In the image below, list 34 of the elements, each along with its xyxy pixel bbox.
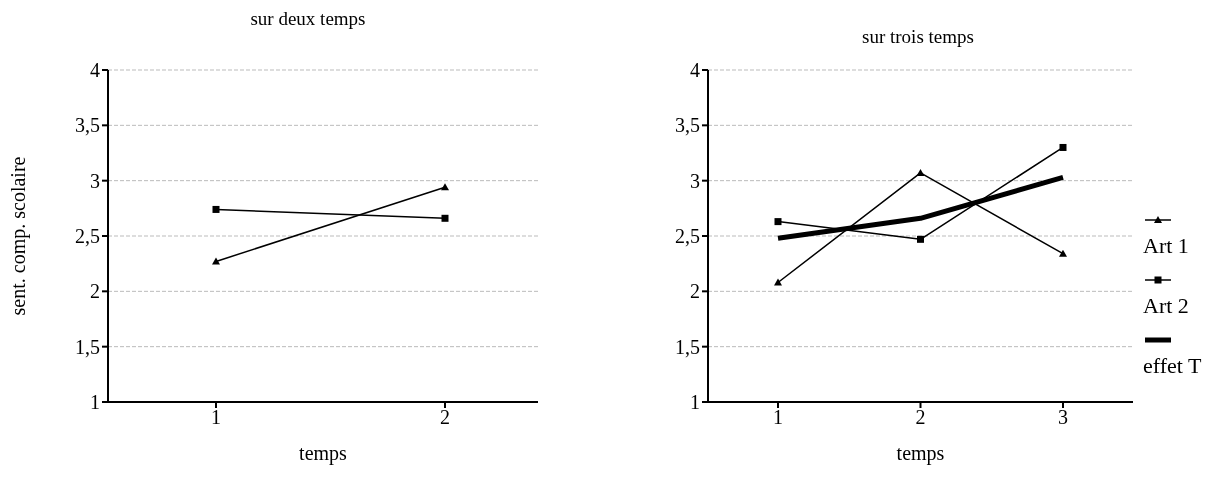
y-tick-label: 4 — [690, 59, 700, 82]
y-tick-label: 2 — [90, 280, 100, 303]
point — [916, 168, 925, 176]
y-tick-label: 3,5 — [675, 114, 700, 137]
x-tick-label: 2 — [440, 406, 450, 429]
x-axis-title: temps — [299, 442, 348, 465]
point — [1059, 143, 1067, 151]
x-axis-title: temps — [896, 442, 945, 465]
legend-label: Art 2 — [1143, 293, 1190, 319]
point — [917, 235, 924, 243]
point — [1059, 249, 1067, 257]
y-tick-label: 2,5 — [675, 225, 700, 248]
y-tick-label: 1,5 — [675, 335, 700, 358]
x-tick-label: 1 — [211, 406, 221, 429]
chart-title: sur trois temps — [862, 26, 974, 47]
y-tick-label: 2,5 — [75, 225, 100, 248]
legend-label: effet T — [1143, 353, 1202, 379]
y-tick-label: 3 — [90, 169, 100, 192]
y-tick-label: 3 — [690, 169, 700, 192]
x-tick-label: 2 — [915, 406, 926, 429]
y-tick-label: 1 — [90, 391, 100, 414]
y-tick-label: 2 — [690, 280, 700, 303]
point — [774, 218, 782, 226]
x-tick-label: 1 — [773, 406, 783, 429]
x-tick-label: 3 — [1058, 406, 1068, 429]
y-tick-label: 4 — [90, 59, 100, 82]
chart-title: sur deux temps — [250, 8, 366, 29]
y-axis-title: sent. comp. scolaire — [7, 156, 31, 316]
y-tick-label: 1,5 — [75, 335, 100, 358]
y-tick-label: 1 — [690, 391, 700, 414]
point — [212, 205, 220, 213]
legend-label: Art 1 — [1143, 233, 1190, 259]
point — [441, 214, 449, 222]
y-tick-label: 3,5 — [75, 114, 100, 137]
